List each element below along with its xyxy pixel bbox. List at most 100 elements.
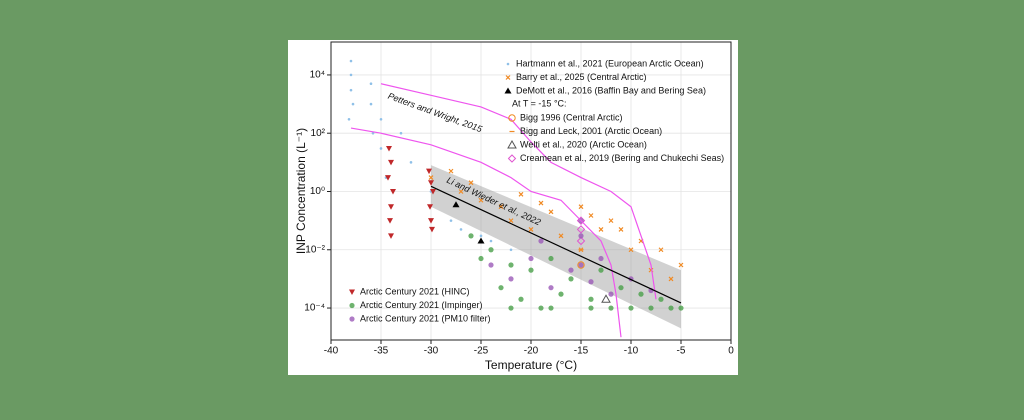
legend-entry: Barry et al., 2025 (Central Arctic)	[505, 72, 647, 82]
y-tick-label: 10⁻²	[305, 244, 325, 255]
x-tick-label: -30	[424, 346, 439, 357]
data-point	[390, 188, 396, 195]
data-point	[538, 305, 544, 311]
data-point	[508, 218, 514, 224]
data-point	[448, 168, 454, 174]
data-point	[379, 118, 383, 121]
data-point	[528, 255, 534, 262]
data-point	[478, 255, 484, 262]
data-point	[508, 276, 514, 282]
data-point	[658, 296, 664, 302]
data-point	[479, 234, 483, 238]
data-point	[568, 276, 574, 282]
x-tick-label: -20	[524, 346, 539, 357]
data-point	[578, 204, 584, 210]
data-point	[588, 296, 594, 302]
data-point	[601, 294, 611, 303]
curve	[430, 185, 682, 304]
data-point	[478, 197, 484, 203]
data-point	[369, 102, 373, 106]
data-point	[477, 237, 485, 244]
legend-marker	[349, 302, 355, 309]
curve	[350, 127, 622, 338]
data-point	[588, 305, 594, 311]
legend-marker	[507, 154, 517, 163]
data-point	[576, 225, 586, 234]
data-point	[369, 82, 373, 86]
annotation: Petters and Wright, 2015	[387, 91, 485, 135]
legend-label: Arctic Century 2021 (Impinger)	[360, 300, 483, 310]
legend-entry: Welti et al., 2020 (Arctic Ocean)	[507, 139, 647, 149]
legend-entry: Arctic Century 2021 (PM10 filter)	[349, 313, 491, 323]
data-point	[427, 204, 433, 210]
data-point	[668, 305, 674, 311]
data-point	[349, 59, 353, 63]
data-point	[598, 267, 604, 273]
y-tick-label: 10⁰	[310, 186, 325, 197]
data-point	[598, 255, 604, 262]
data-point	[428, 175, 434, 181]
data-point	[388, 233, 394, 239]
data-point	[538, 200, 544, 206]
y-axis-title: INP Concentration (L⁻¹)	[294, 128, 308, 254]
y-tick-label: 10⁻⁴	[304, 303, 325, 314]
legend-marker	[506, 62, 510, 66]
legend-header: At T = -15 °C:	[512, 98, 567, 108]
legend-entry: Arctic Century 2021 (Impinger)	[349, 300, 483, 310]
data-point	[468, 233, 474, 239]
data-point	[388, 159, 394, 166]
data-point	[488, 247, 494, 253]
data-point	[548, 209, 554, 215]
data-point	[548, 255, 554, 262]
legend-marker	[507, 139, 517, 149]
data-point	[678, 262, 684, 268]
data-point	[508, 305, 514, 311]
legend-label: DeMott et al., 2016 (Baffin Bay and Beri…	[516, 85, 706, 95]
data-point	[430, 188, 436, 195]
data-point	[429, 226, 435, 233]
data-point	[648, 305, 654, 311]
x-tick-label: -40	[324, 346, 339, 357]
data-point	[388, 204, 394, 210]
data-point	[577, 261, 585, 269]
data-point	[618, 285, 624, 291]
legend-entry: Hartmann et al., 2021 (European Arctic O…	[506, 58, 704, 68]
data-point	[598, 226, 604, 232]
data-point	[458, 189, 464, 194]
legend-marker	[504, 87, 512, 94]
data-point	[399, 131, 403, 135]
data-point	[528, 226, 534, 232]
data-point	[548, 305, 554, 311]
data-point	[628, 247, 634, 253]
data-point	[379, 147, 383, 150]
x-tick-label: 0	[728, 346, 734, 357]
data-point	[468, 180, 474, 186]
data-point	[385, 175, 391, 181]
data-point	[528, 267, 534, 273]
curve	[380, 83, 657, 300]
data-point	[608, 291, 614, 297]
legend-label: Welti et al., 2020 (Arctic Ocean)	[520, 139, 647, 149]
data-point	[386, 145, 392, 152]
data-point	[608, 305, 614, 311]
data-point	[658, 247, 664, 253]
legend-entry: Bigg 1996 (Central Arctic)	[508, 112, 623, 122]
data-point	[409, 161, 413, 164]
legend-label: Bigg 1996 (Central Arctic)	[520, 112, 623, 122]
data-point	[351, 102, 355, 106]
y-tick-label: 10²	[311, 128, 326, 139]
legend-label: Arctic Century 2021 (PM10 filter)	[360, 313, 491, 323]
data-point	[489, 239, 493, 243]
data-point	[459, 228, 463, 231]
legend-entry: Bigg and Leck, 2001 (Arctic Ocean)	[509, 126, 662, 136]
data-point	[426, 168, 432, 175]
data-point	[558, 233, 564, 239]
data-point	[349, 73, 353, 77]
data-point	[628, 305, 634, 311]
legend-entry: DeMott et al., 2016 (Baffin Bay and Beri…	[504, 85, 706, 95]
legend-entry: Creamean et al., 2019 (Bering and Chukec…	[507, 153, 724, 163]
data-point	[678, 305, 684, 311]
data-point	[428, 180, 434, 186]
data-point	[576, 236, 586, 246]
